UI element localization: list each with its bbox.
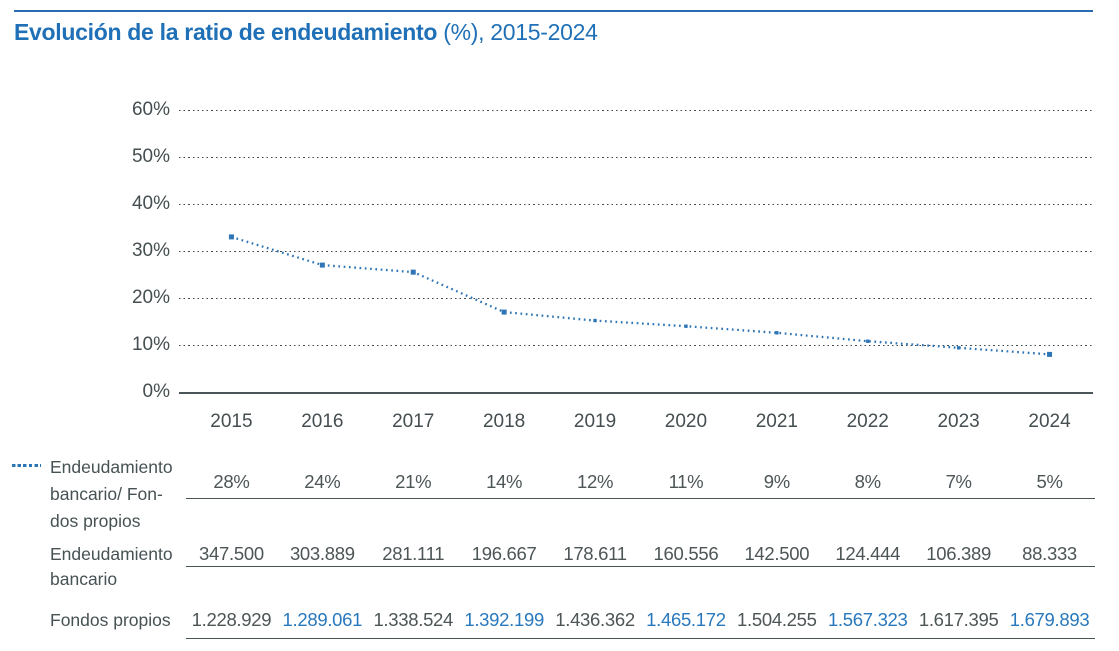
value-cell: 124.444 xyxy=(835,543,901,564)
row-separator-rule xyxy=(186,566,1095,567)
value-cell: 1.465.172 xyxy=(646,609,726,630)
gridline xyxy=(179,110,1093,111)
value-cell: 1.228.929 xyxy=(191,609,272,630)
gridline xyxy=(179,298,1093,299)
series-label-line: dos propios xyxy=(50,511,141,531)
gridline xyxy=(179,157,1093,158)
ratio-dotted-line xyxy=(231,235,1050,356)
value-cell: 303.889 xyxy=(289,543,355,564)
value-cell: 1.392.199 xyxy=(464,609,544,630)
value-cell: 24% xyxy=(304,471,341,492)
y-tick-label: 0% xyxy=(142,380,170,402)
value-cell: 196.667 xyxy=(471,543,537,564)
value-cell: 1.338.524 xyxy=(373,609,454,630)
row-separator-rule xyxy=(186,638,1095,639)
data-point-marker xyxy=(410,269,416,275)
value-cell: 5% xyxy=(1036,471,1063,492)
title-suffix: (%), 2015-2024 xyxy=(437,19,598,45)
data-point-marker xyxy=(501,309,507,315)
value-cell: 11% xyxy=(668,471,704,492)
gridline xyxy=(179,345,1093,346)
data-point-marker xyxy=(319,262,325,268)
year-label: 2020 xyxy=(664,411,708,432)
value-cell: 1.679.893 xyxy=(1009,609,1090,630)
data-point-marker xyxy=(956,346,961,350)
value-cell: 178.611 xyxy=(563,543,627,564)
value-cell: 1.617.395 xyxy=(918,609,999,630)
series-label-line: Endeudamiento xyxy=(50,457,173,477)
y-tick-label: 60% xyxy=(131,98,170,120)
y-tick-label: 20% xyxy=(131,286,170,308)
ratio-line-series xyxy=(228,234,1053,357)
data-point-marker xyxy=(228,234,234,240)
year-label: 2017 xyxy=(392,411,435,432)
value-cell: 281.111 xyxy=(382,543,445,564)
year-label: 2021 xyxy=(755,411,798,432)
value-cell: 12% xyxy=(576,471,614,492)
value-cell: 106.389 xyxy=(926,543,992,564)
y-tick-label: 40% xyxy=(131,192,170,214)
data-point-marker xyxy=(866,339,870,343)
value-cell: 1.504.255 xyxy=(737,609,817,630)
gridline xyxy=(179,204,1093,205)
value-cell: 28% xyxy=(213,471,250,492)
value-cell: 160.556 xyxy=(653,543,719,564)
data-point-marker xyxy=(684,324,688,328)
value-cell: 8% xyxy=(854,471,881,492)
value-cell: 142.500 xyxy=(744,543,810,564)
gridline xyxy=(179,251,1093,252)
y-tick-label: 10% xyxy=(131,333,170,355)
data-point-marker xyxy=(593,318,597,323)
value-cell: 1.289.061 xyxy=(282,609,363,630)
top-accent-rule xyxy=(14,10,1093,13)
series-label-line: Fondos propios xyxy=(50,610,171,630)
year-label: 2016 xyxy=(301,411,344,432)
data-point-marker xyxy=(1047,351,1053,357)
year-label: 2023 xyxy=(937,411,980,432)
year-label: 2018 xyxy=(482,411,526,432)
value-cell: 14% xyxy=(486,471,523,492)
page-title: Evolución de la ratio de endeudamiento (… xyxy=(14,19,598,46)
title-main: Evolución de la ratio de endeudamiento xyxy=(14,19,438,45)
value-cell: 88.333 xyxy=(1022,543,1077,564)
value-cell: 7% xyxy=(945,471,972,492)
year-label: 2024 xyxy=(1028,411,1071,432)
data-point-marker xyxy=(775,331,779,335)
value-cell: 9% xyxy=(763,471,790,492)
y-tick-label: 50% xyxy=(131,145,170,167)
series-label-line: Endeudamiento xyxy=(50,544,173,564)
legend-dotted-line-swatch xyxy=(12,464,41,468)
row-separator-rule xyxy=(186,498,1095,499)
year-label: 2022 xyxy=(846,411,889,432)
series-label-line: bancario/ Fon- xyxy=(50,484,163,504)
value-cell: 1.436.362 xyxy=(555,609,635,630)
x-axis-baseline xyxy=(179,392,1093,394)
value-cell: 1.567.323 xyxy=(827,609,908,630)
y-tick-label: 30% xyxy=(131,239,170,261)
year-label: 2019 xyxy=(573,411,617,432)
value-cell: 347.500 xyxy=(199,543,264,564)
series-label-line: bancario xyxy=(50,569,118,589)
value-cell: 21% xyxy=(395,471,432,492)
year-label: 2015 xyxy=(210,411,253,432)
